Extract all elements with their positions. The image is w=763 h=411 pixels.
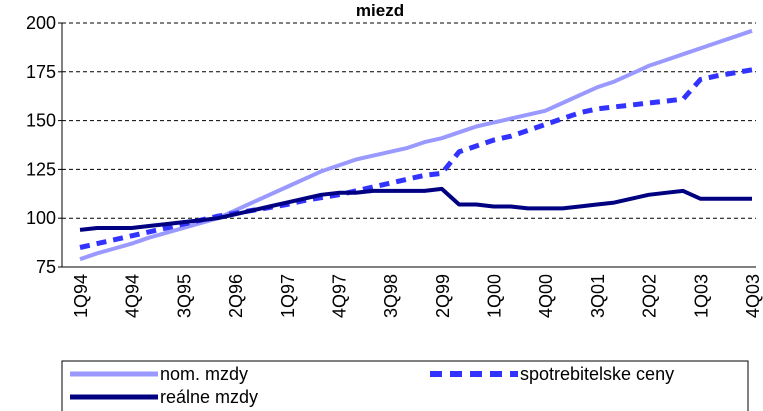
- line-series: [79, 186, 752, 232]
- x-tick-label: 3Q98: [381, 274, 401, 318]
- y-tick-label: 200: [26, 13, 56, 33]
- x-tick-label: 3Q95: [174, 274, 194, 318]
- y-tick-label: 100: [26, 208, 56, 228]
- x-tick-label: 4Q03: [743, 274, 763, 318]
- x-tick-label: 4Q97: [329, 274, 349, 318]
- x-tick-label: 2Q96: [226, 274, 246, 318]
- y-tick-label: 150: [26, 111, 56, 131]
- legend-box: [61, 360, 749, 411]
- x-tick-label: 4Q00: [536, 274, 556, 318]
- legend-label: nom. mzdy: [160, 364, 248, 384]
- chart-title: miezd: [356, 1, 404, 20]
- x-tick-label: 1Q97: [278, 274, 298, 318]
- x-tick-label: 4Q94: [123, 274, 143, 318]
- x-tick-label: 1Q94: [71, 274, 91, 318]
- y-tick-label: 175: [26, 62, 56, 82]
- x-tick-label: 3Q01: [588, 274, 608, 318]
- x-tick-label: 1Q00: [485, 274, 505, 318]
- y-tick-label: 125: [26, 159, 56, 179]
- x-tick-label: 1Q03: [691, 274, 711, 318]
- legend-label: reálne mzdy: [160, 387, 258, 407]
- line-series: [79, 67, 753, 250]
- x-tick-label: 2Q99: [433, 274, 453, 318]
- line-series: [79, 28, 753, 262]
- x-tick-label: 2Q02: [640, 274, 660, 318]
- y-tick-label: 75: [36, 257, 56, 277]
- legend-label: spotrebitelske ceny: [520, 364, 674, 384]
